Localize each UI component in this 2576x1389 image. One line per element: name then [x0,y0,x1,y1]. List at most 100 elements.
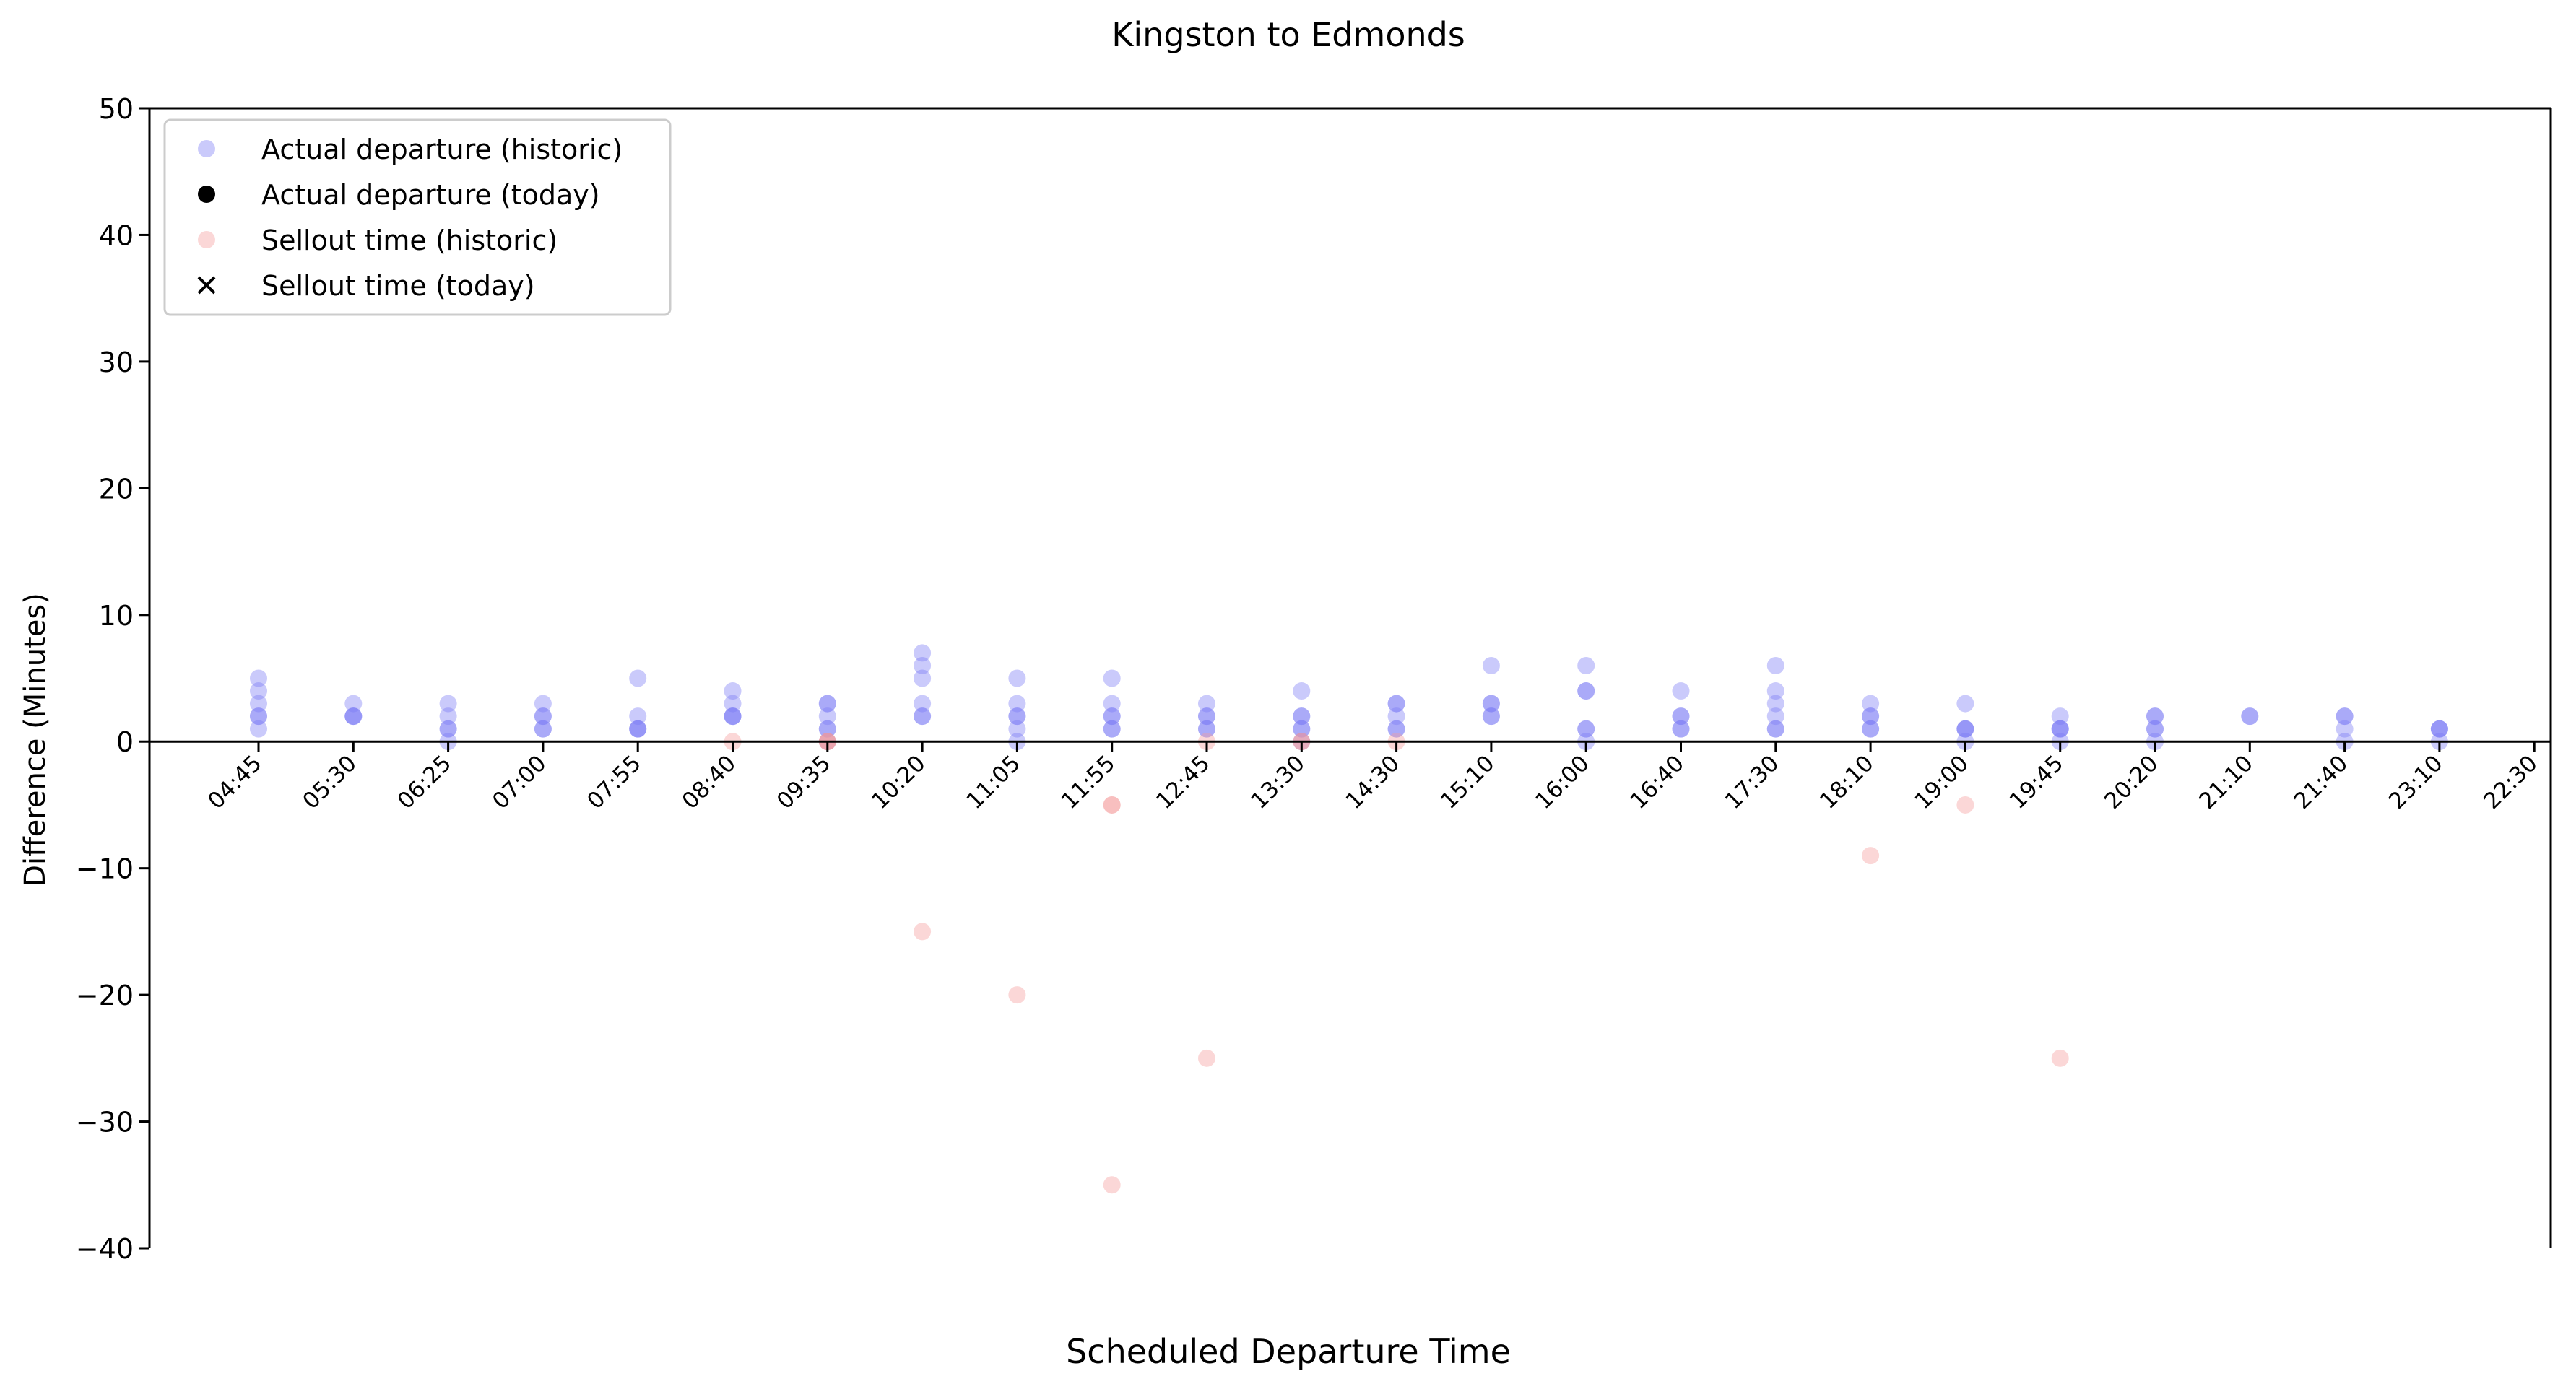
departure-historic-point [1956,720,1974,738]
departure-historic-point [2430,720,2448,738]
departure-historic-point [1862,707,1880,726]
departure-historic-point [1008,707,1026,726]
departure-historic-point [724,682,742,700]
departure-historic-point [2430,720,2448,738]
departure-historic-point [439,720,457,738]
x-axis-label: Scheduled Departure Time [1066,1332,1511,1371]
sellout-historic-point [1956,796,1974,814]
departure-historic-point [724,707,742,726]
departure-historic-point [629,720,647,738]
departure-historic-point [724,707,742,726]
legend-label: Actual departure (today) [261,179,600,211]
sellout-historic-point [1103,796,1121,814]
legend-label: Sellout time (today) [261,270,535,302]
departure-historic-point [1482,694,1500,713]
departure-historic-point [1577,682,1595,700]
departure-historic-point [1862,694,1880,713]
departure-historic-point [1293,682,1311,700]
departure-historic-point [344,694,363,713]
y-tick-label: 0 [116,726,134,758]
departure-historic-point [724,707,742,726]
departure-historic-point [1008,720,1026,738]
sellout-historic-point [1103,796,1121,814]
legend-marker-circle [198,186,215,203]
departure-historic-point [818,707,836,726]
departure-historic-point [534,694,552,713]
departure-historic-point [2051,707,2069,726]
sellout-historic-point [1862,847,1880,865]
departure-historic-point [1482,656,1500,674]
departure-historic-point [914,656,932,674]
departure-historic-point [1672,707,1690,726]
departure-historic-point [914,644,932,662]
departure-historic-point [818,720,836,738]
sellout-historic-point [914,923,932,941]
departure-historic-point [724,694,742,713]
departure-historic-point [344,707,363,726]
departure-historic-point [1103,707,1121,726]
y-tick-label: 50 [99,93,134,125]
departure-historic-point [1766,720,1784,738]
departure-historic-point [1008,707,1026,726]
departure-historic-point [344,707,363,726]
departure-historic-point [1956,694,1974,713]
plot-area [250,644,2448,1194]
departure-historic-point [439,694,457,713]
departure-historic-point [1103,720,1121,738]
departure-historic-point [1198,720,1215,738]
departure-historic-point [250,694,267,713]
departure-historic-point [1862,720,1880,738]
sellout-historic-point [1103,1176,1121,1194]
departure-historic-point [1672,682,1690,700]
departure-historic-point [818,720,836,738]
departure-historic-point [629,720,647,738]
departure-historic-point [1293,707,1311,726]
departure-historic-point [534,707,552,726]
departure-historic-point [2146,707,2164,726]
y-tick-label: −10 [76,853,134,885]
departure-historic-point [914,669,932,687]
departure-historic-point [1577,720,1595,738]
departure-historic-point [1766,694,1784,713]
departure-historic-point [1482,694,1500,713]
departure-historic-point [250,707,267,726]
departure-historic-point [1103,669,1121,687]
departure-historic-point [1766,720,1784,738]
departure-historic-point [1008,694,1026,713]
departure-historic-point [1008,669,1026,687]
departure-historic-point [914,707,932,726]
departure-historic-point [1862,720,1880,738]
departure-historic-point [439,720,457,738]
sellout-historic-point [1198,1049,1215,1067]
legend-label: Sellout time (historic) [261,225,558,256]
departure-historic-point [1482,707,1500,726]
chart-title: Kingston to Edmonds [1111,15,1465,54]
departure-historic-point [914,694,932,713]
departure-historic-point [1672,720,1690,738]
y-axis-ticks: −40 −30 −20 −10 0 10 20 30 40 50 [76,93,149,1265]
legend-label: Actual departure (historic) [261,134,623,165]
departure-historic-point [1577,656,1595,674]
departure-historic-point [1482,707,1500,726]
axes [148,107,2552,1248]
departure-historic-point [1293,720,1311,738]
departure-historic-point [914,707,932,726]
departure-historic-point [2051,720,2069,738]
departure-historic-point [1387,694,1405,713]
departure-historic-point [534,707,552,726]
departure-historic-point [629,707,647,726]
y-tick-label: 30 [99,347,134,378]
departure-historic-point [1387,707,1405,726]
departure-historic-point [1862,707,1880,726]
departure-historic-point [1387,720,1405,738]
departure-historic-point [2051,720,2069,738]
departure-historic-point [818,694,836,713]
departure-historic-point [1198,720,1215,738]
departure-historic-point [1672,707,1690,726]
departure-historic-point [2430,720,2448,738]
legend-box [163,118,672,316]
departure-historic-point [1672,720,1690,738]
departure-historic-point [2241,707,2259,726]
departure-historic-point [1103,694,1121,713]
